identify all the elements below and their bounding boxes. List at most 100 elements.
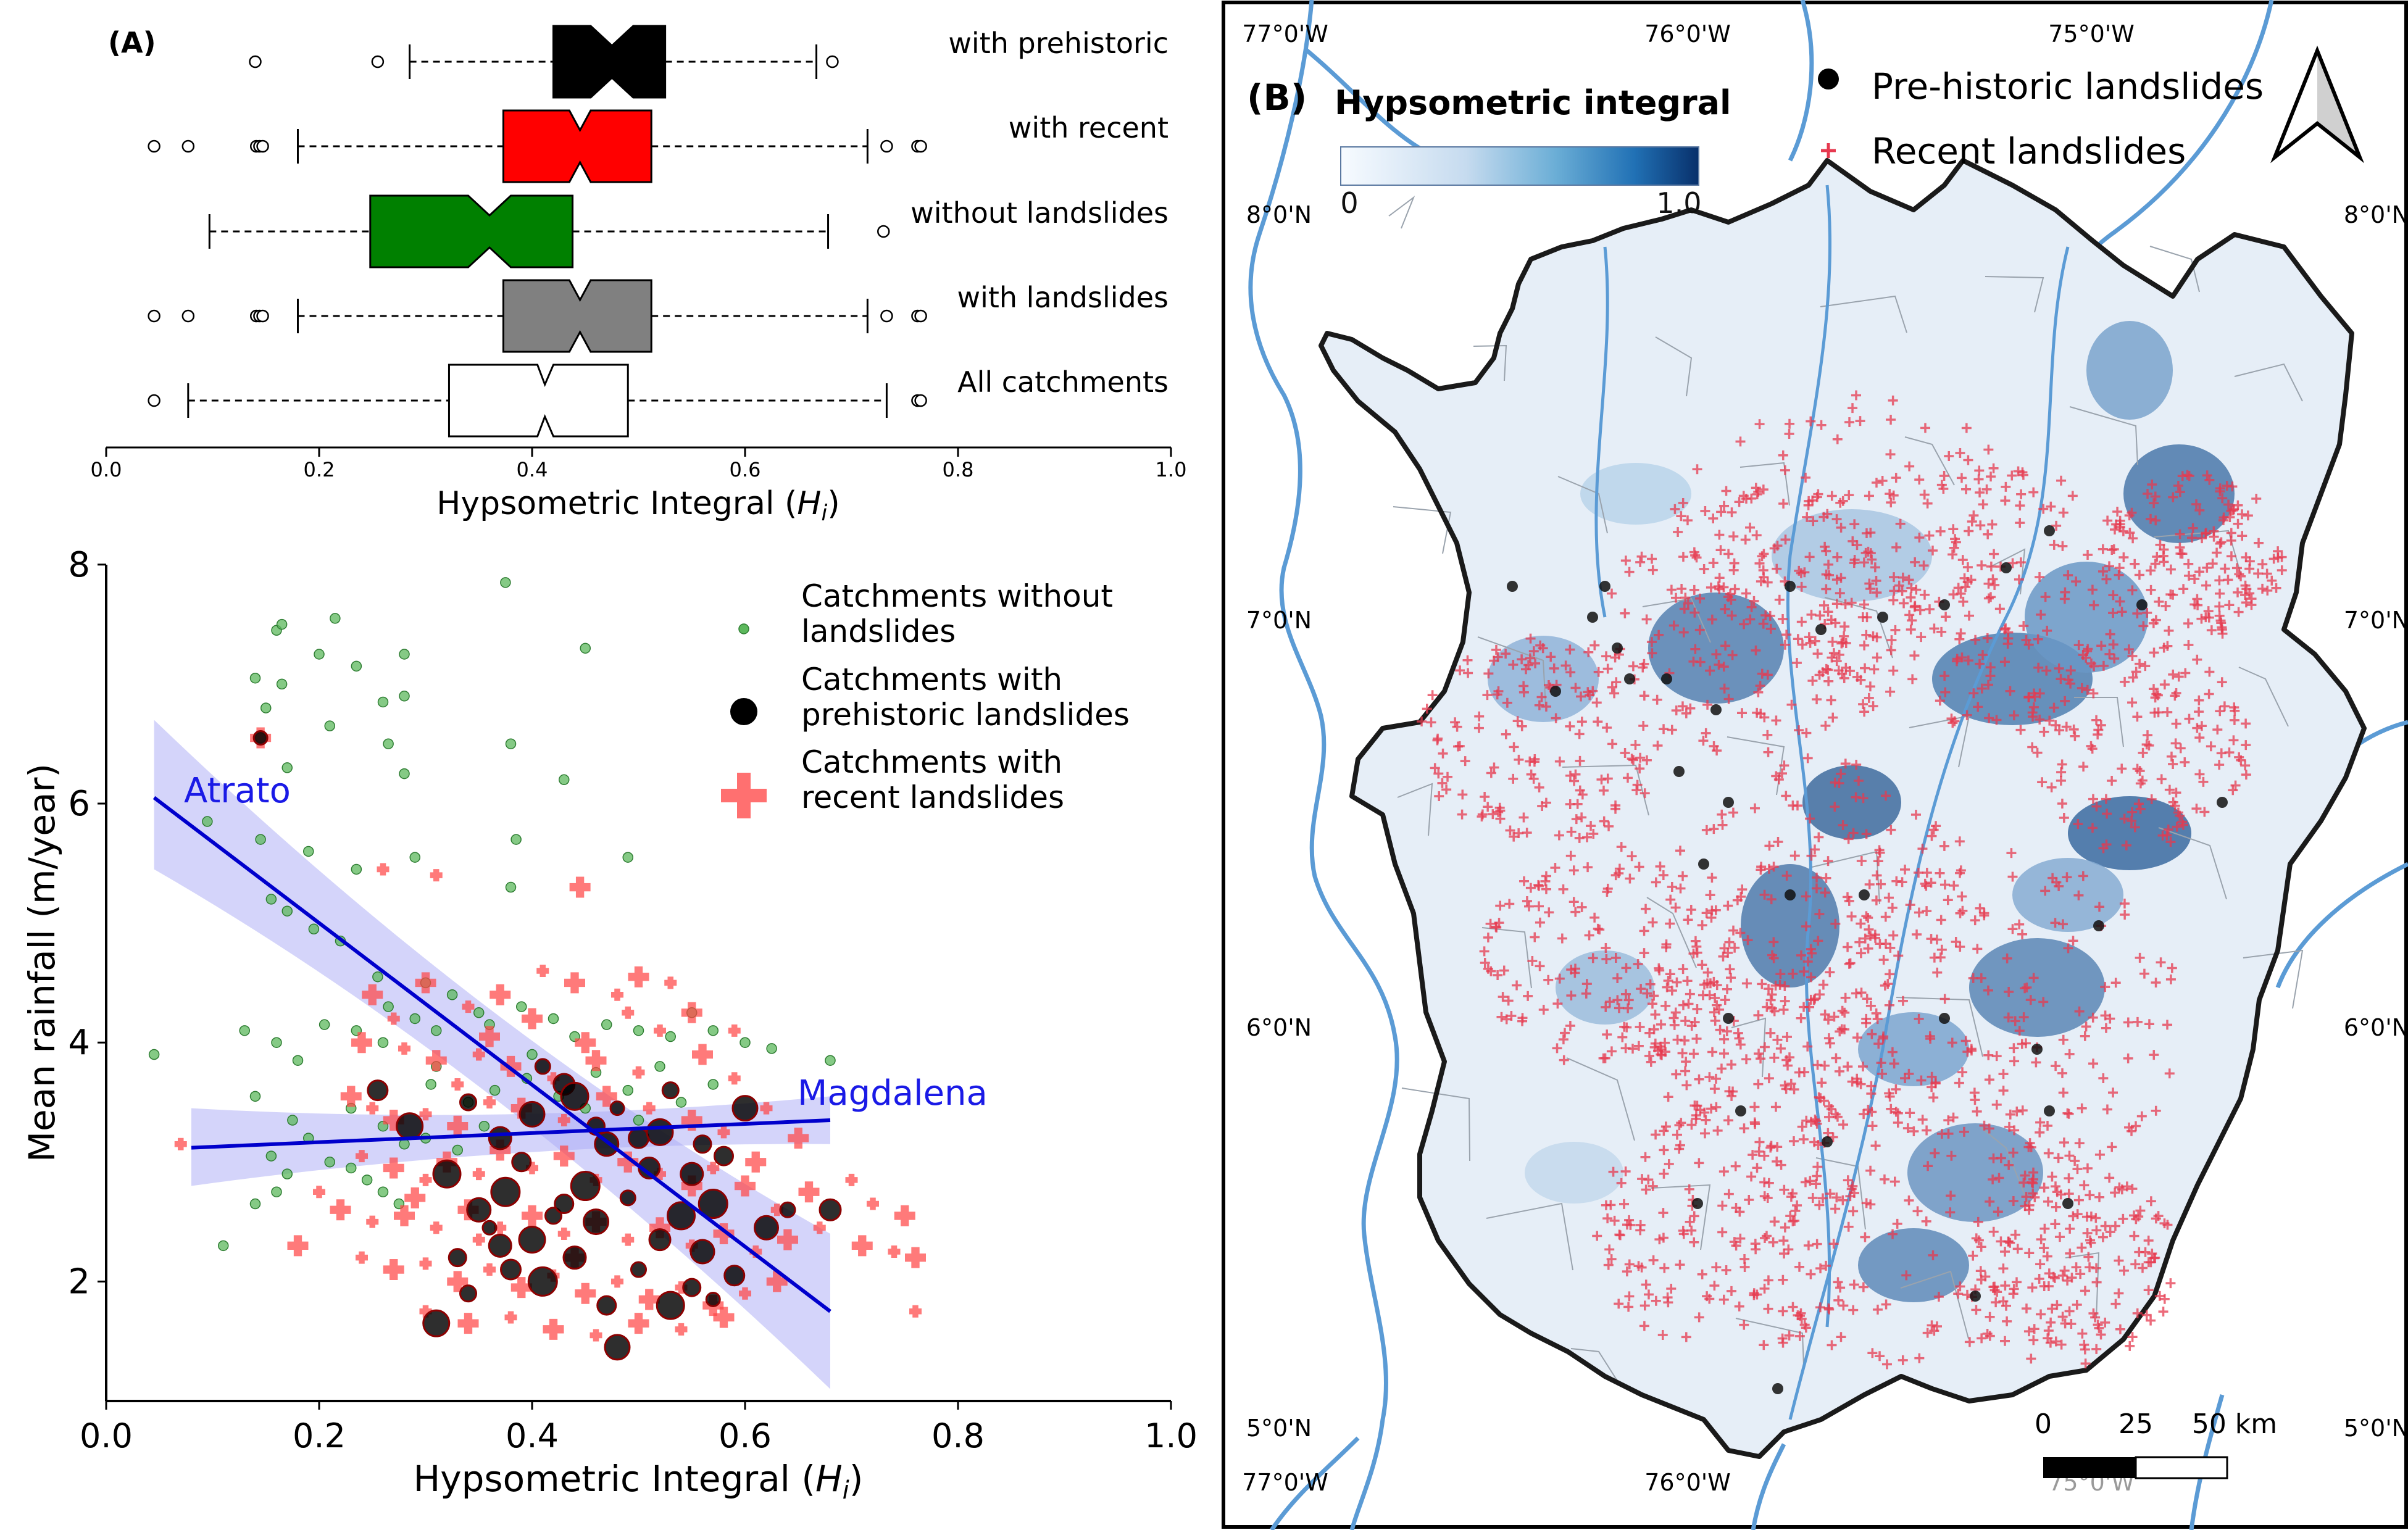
point-recent-landslides	[564, 972, 585, 994]
recent-landslide-marker	[2035, 1117, 2046, 1128]
recent-landslide-marker	[2038, 504, 2049, 514]
recent-landslide-marker	[2129, 1231, 2139, 1241]
recent-landslide-marker	[2129, 1210, 2139, 1221]
recent-landslide-marker	[2077, 1328, 2088, 1339]
recent-landslide-marker	[1839, 1024, 1849, 1034]
recent-landslide-marker	[1719, 943, 1730, 954]
recent-landslide-marker	[2201, 528, 2211, 538]
catchment-boundary	[2065, 1252, 2100, 1319]
recent-landslide-marker	[2201, 580, 2212, 591]
recent-landslide-marker	[1694, 1312, 1704, 1323]
point-prehistoric-landslides	[500, 1258, 522, 1281]
recent-landslide-marker	[2054, 663, 2064, 673]
regression-line-magdalena	[191, 1118, 831, 1150]
recent-landslide-marker	[2149, 498, 2159, 509]
recent-landslide-marker	[1885, 686, 1896, 697]
recent-landslide-marker	[1922, 1328, 1933, 1338]
recent-landslide-marker	[1763, 1275, 1773, 1286]
recent-landslide-marker	[1780, 465, 1790, 475]
lat-label-left: 6°0'N	[1246, 1014, 1312, 1041]
recent-landslide-marker	[1765, 995, 1776, 1005]
recent-landslide-marker	[1893, 1118, 1903, 1128]
recent-landslide-marker	[1566, 990, 1577, 1000]
recent-landslide-marker	[2222, 481, 2232, 491]
recent-landslide-marker	[1499, 965, 1509, 976]
prehistoric-landslide-marker	[1785, 581, 1796, 592]
recent-landslide-marker	[1593, 667, 1604, 677]
point-no-landslides	[330, 613, 341, 624]
recent-landslide-marker	[2023, 1326, 2034, 1337]
recent-landslide-marker	[2114, 1288, 2124, 1299]
recent-landslide-marker	[2183, 559, 2194, 569]
recent-landslide-marker	[2098, 566, 2109, 576]
recent-landslide-marker	[1614, 1299, 1624, 1309]
recent-landslide-marker	[2115, 596, 2125, 607]
recent-landslide-marker	[1849, 1279, 1859, 1290]
recent-landslide-marker	[1639, 1321, 1649, 1331]
recent-landslide-marker	[2215, 483, 2225, 494]
recent-landslide-marker	[1786, 1192, 1796, 1202]
recent-landslide-marker	[1565, 770, 1575, 781]
recent-landslide-marker	[2165, 1278, 2176, 1289]
recent-landslide-marker	[1759, 572, 1769, 583]
x-tick-label: 0.0	[80, 1416, 133, 1455]
lon-label-top: 77°0'W	[1242, 20, 1328, 48]
recent-landslide-marker	[1881, 791, 1891, 801]
recent-landslide-marker	[2101, 574, 2112, 584]
recent-landslide-marker	[1656, 1050, 1667, 1060]
point-recent-landslides	[692, 1044, 713, 1065]
point-recent-landslides	[622, 1233, 635, 1246]
point-no-landslides	[825, 1055, 836, 1066]
recent-landslide-marker	[2163, 825, 2173, 835]
point-recent-landslides	[504, 1311, 517, 1324]
point-recent-landslides	[394, 1205, 415, 1226]
recent-landslide-marker	[1871, 1008, 1881, 1018]
recent-landslide-marker	[2003, 1012, 2014, 1023]
recent-landslide-marker	[1712, 1125, 1723, 1136]
recent-landslide-marker	[2091, 1225, 2102, 1236]
recent-landslide-marker	[1957, 1067, 1968, 1078]
recent-landslide-marker	[1639, 1300, 1650, 1311]
recent-landslide-marker	[1635, 752, 1646, 763]
recent-landslide-marker	[2049, 1273, 2060, 1283]
recent-landslide-marker	[1756, 865, 1766, 875]
recent-landslide-marker	[1928, 1092, 1939, 1103]
recent-landslide-marker	[1473, 723, 1484, 733]
recent-landslide-marker	[2165, 564, 2176, 575]
recent-landslide-marker	[2009, 1056, 2020, 1066]
recent-landslide-marker	[1583, 687, 1593, 697]
recent-landslide-marker	[1710, 1073, 1721, 1084]
point-prehistoric-landslides	[583, 1208, 609, 1236]
recent-landslide-marker	[1801, 921, 1812, 931]
point-prehistoric-landslides	[630, 1261, 647, 1278]
recent-landslide-marker	[1848, 828, 1859, 838]
point-no-landslides	[399, 1139, 410, 1150]
point-recent-landslides	[596, 1086, 617, 1107]
lat-label-right: 8°0'N	[2344, 201, 2408, 228]
recent-landslide-marker	[1584, 930, 1594, 941]
box-with-landslides: with landslides	[148, 279, 1169, 353]
recent-landslide-marker	[1851, 759, 1862, 770]
recent-landslide-marker	[1763, 1303, 1773, 1314]
recent-landslide-marker	[1987, 519, 1998, 530]
recent-landslide-marker	[1939, 994, 1950, 1004]
recent-landslide-marker	[1922, 868, 1932, 878]
recent-landslide-marker	[1648, 917, 1658, 928]
recent-landslide-marker	[2017, 1039, 2027, 1049]
recent-landslide-marker	[2057, 1068, 2067, 1078]
recent-landslide-marker	[1745, 614, 1756, 625]
recent-landslide-marker	[2142, 607, 2152, 618]
recent-landslide-marker	[1489, 762, 1499, 773]
recent-landslide-marker	[1719, 1034, 1730, 1044]
legend-label: prehistoric landslides	[801, 697, 1130, 733]
point-no-landslides	[148, 1049, 160, 1060]
recent-landslide-marker	[1769, 1006, 1780, 1017]
point-recent-landslides	[643, 1102, 656, 1115]
point-no-landslides	[319, 1019, 330, 1030]
recent-landslide-marker	[2040, 592, 2051, 602]
recent-landslide-marker	[1860, 663, 1870, 673]
recent-landslide-marker	[1565, 721, 1575, 731]
recent-landslide-marker	[2159, 680, 2170, 690]
outlier	[914, 309, 927, 323]
recent-landslide-marker	[1909, 1126, 1919, 1137]
